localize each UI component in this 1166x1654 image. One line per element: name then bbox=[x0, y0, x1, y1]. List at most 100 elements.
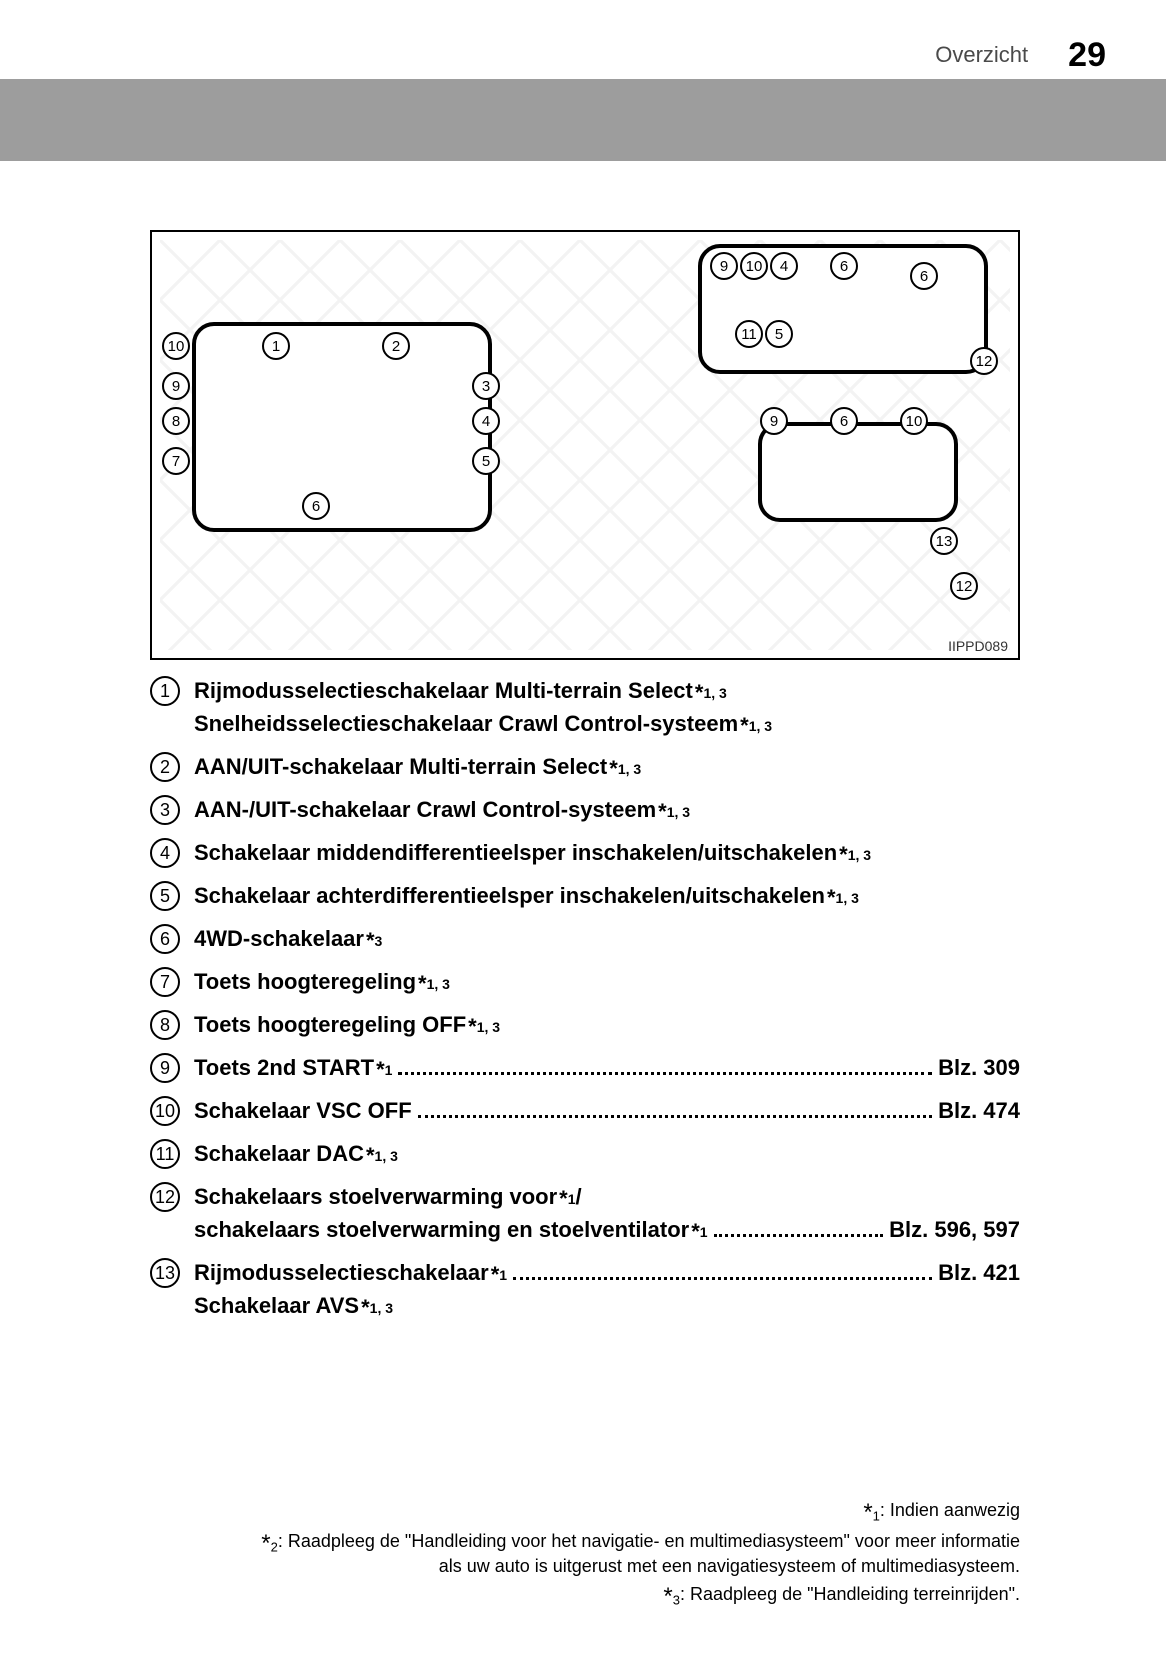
diagram-panel-left bbox=[192, 322, 492, 532]
diagram-callout: 3 bbox=[472, 372, 500, 400]
legend-line-label: Schakelaar DAC bbox=[194, 1137, 364, 1170]
diagram-callout: 1 bbox=[262, 332, 290, 360]
legend-item-body: AAN-/UIT-schakelaar Crawl Control-systee… bbox=[194, 793, 1020, 826]
legend-item: 13 Rijmodusselectieschakelaar*1Blz. 421Sc… bbox=[150, 1256, 1020, 1322]
legend-line: Toets hoogteregeling*1, 3 bbox=[194, 965, 1020, 998]
legend-item: 3 AAN-/UIT-schakelaar Crawl Control-syste… bbox=[150, 793, 1020, 826]
diagram-callout: 10 bbox=[162, 332, 190, 360]
legend-item: 11Schakelaar DAC*1, 3 bbox=[150, 1137, 1020, 1170]
legend-item-body: Schakelaar VSC OFF Blz. 474 bbox=[194, 1094, 1020, 1127]
diagram-panel-right-bottom bbox=[758, 422, 958, 522]
page-reference: Blz. 474 bbox=[938, 1094, 1020, 1127]
legend-item-number: 4 bbox=[150, 838, 180, 868]
legend-line-label: Toets hoogteregeling OFF bbox=[194, 1008, 466, 1041]
legend-line-label: Schakelaar VSC OFF bbox=[194, 1094, 412, 1127]
legend-item: 7Toets hoogteregeling*1, 3 bbox=[150, 965, 1020, 998]
legend-item-number: 10 bbox=[150, 1096, 180, 1126]
legend-line: schakelaars stoelverwarming en stoelvent… bbox=[194, 1213, 1020, 1246]
legend-line-label: AAN/UIT-schakelaar Multi-terrain Select bbox=[194, 750, 607, 783]
page-content: 10 1 2 9 3 8 4 7 5 6 9 10 4 6 6 11 5 12 … bbox=[150, 230, 1020, 1326]
legend-line-label: 4WD-schakelaar bbox=[194, 922, 364, 955]
superscript-note: *1, 3 bbox=[418, 965, 450, 998]
diagram-callout: 12 bbox=[970, 347, 998, 375]
legend-item: 9 Toets 2nd START*1Blz. 309 bbox=[150, 1051, 1020, 1084]
legend-item-body: Schakelaar middendifferentieelsper insch… bbox=[194, 836, 1020, 869]
diagram-callout: 4 bbox=[472, 407, 500, 435]
legend-line-label: Schakelaar middendifferentieelsper insch… bbox=[194, 836, 837, 869]
page-header: Overzicht 29 bbox=[0, 23, 1166, 75]
legend-line-label: Schakelaar AVS bbox=[194, 1289, 359, 1322]
legend-item-number: 1 bbox=[150, 676, 180, 706]
legend-line: Schakelaar DAC*1, 3 bbox=[194, 1137, 1020, 1170]
legend-item-body: Schakelaar DAC*1, 3 bbox=[194, 1137, 1020, 1170]
legend-line-label: schakelaars stoelverwarming en stoelvent… bbox=[194, 1213, 689, 1246]
superscript-note: *1 bbox=[491, 1256, 507, 1289]
legend-list: 1 Rijmodusselectieschakelaar Multi-terrai… bbox=[150, 674, 1020, 1322]
page-reference: Blz. 596, 597 bbox=[889, 1213, 1020, 1246]
legend-item-body: Toets 2nd START*1Blz. 309 bbox=[194, 1051, 1020, 1084]
legend-item-body: Toets hoogteregeling OFF*1, 3 bbox=[194, 1008, 1020, 1041]
superscript-note: *1, 3 bbox=[827, 879, 859, 912]
legend-item: 5Schakelaar achterdifferentieelsper insc… bbox=[150, 879, 1020, 912]
dashboard-diagram: 10 1 2 9 3 8 4 7 5 6 9 10 4 6 6 11 5 12 … bbox=[150, 230, 1020, 660]
legend-item-body: AAN/UIT-schakelaar Multi-terrain Select*… bbox=[194, 750, 1020, 783]
superscript-note: *1, 3 bbox=[609, 750, 641, 783]
legend-item-number: 13 bbox=[150, 1258, 180, 1288]
legend-item-number: 2 bbox=[150, 752, 180, 782]
legend-line-label: Rijmodusselectieschakelaar Multi-terrain… bbox=[194, 674, 693, 707]
legend-item-body: Rijmodusselectieschakelaar Multi-terrain… bbox=[194, 674, 1020, 740]
diagram-callout: 8 bbox=[162, 407, 190, 435]
legend-line: Rijmodusselectieschakelaar*1Blz. 421 bbox=[194, 1256, 1020, 1289]
page-reference: Blz. 309 bbox=[938, 1051, 1020, 1084]
diagram-callout: 6 bbox=[910, 262, 938, 290]
diagram-callout: 6 bbox=[830, 252, 858, 280]
legend-item: 2 AAN/UIT-schakelaar Multi-terrain Select… bbox=[150, 750, 1020, 783]
legend-line-label: Toets hoogteregeling bbox=[194, 965, 416, 998]
superscript-note: *1 bbox=[559, 1180, 575, 1213]
diagram-callout: 9 bbox=[162, 372, 190, 400]
superscript-note: *1, 3 bbox=[366, 1137, 398, 1170]
leader-dots bbox=[714, 1217, 884, 1237]
superscript-note: *1 bbox=[691, 1213, 707, 1246]
footnote-3: *3: Raadpleeg de "Handleiding terreinrij… bbox=[150, 1579, 1020, 1608]
superscript-note: *3 bbox=[366, 922, 382, 955]
legend-line: 4WD-schakelaar*3 bbox=[194, 922, 1020, 955]
diagram-callout: 13 bbox=[930, 527, 958, 555]
superscript-note: *1, 3 bbox=[468, 1008, 500, 1041]
legend-line: Schakelaar achterdifferentieelsper insch… bbox=[194, 879, 1020, 912]
legend-line: Schakelaar VSC OFF Blz. 474 bbox=[194, 1094, 1020, 1127]
legend-line-label: Rijmodusselectieschakelaar bbox=[194, 1256, 489, 1289]
legend-line: Snelheidsselectieschakelaar Crawl Contro… bbox=[194, 707, 1020, 740]
footnote-1: *1: Indien aanwezig bbox=[150, 1495, 1020, 1524]
legend-item: 8 Toets hoogteregeling OFF*1, 3 bbox=[150, 1008, 1020, 1041]
diagram-callout: 5 bbox=[765, 320, 793, 348]
legend-line: Schakelaars stoelverwarming voor*1/ bbox=[194, 1180, 1020, 1213]
superscript-note: *1, 3 bbox=[361, 1289, 393, 1322]
legend-item-body: 4WD-schakelaar*3 bbox=[194, 922, 1020, 955]
superscript-note: *1, 3 bbox=[695, 674, 727, 707]
diagram-callout: 2 bbox=[382, 332, 410, 360]
superscript-note: *1, 3 bbox=[658, 793, 690, 826]
legend-item-number: 6 bbox=[150, 924, 180, 954]
legend-item-body: Schakelaars stoelverwarming voor*1/schak… bbox=[194, 1180, 1020, 1246]
legend-item-body: Toets hoogteregeling*1, 3 bbox=[194, 965, 1020, 998]
diagram-code: IIPPD089 bbox=[948, 638, 1008, 654]
legend-item-number: 8 bbox=[150, 1010, 180, 1040]
legend-item: 6 4WD-schakelaar*3 bbox=[150, 922, 1020, 955]
diagram-callout: 10 bbox=[740, 252, 768, 280]
leader-dots bbox=[418, 1098, 932, 1118]
header-band bbox=[0, 79, 1166, 161]
legend-item-number: 9 bbox=[150, 1053, 180, 1083]
legend-line-label: Snelheidsselectieschakelaar Crawl Contro… bbox=[194, 707, 738, 740]
legend-line: Toets hoogteregeling OFF*1, 3 bbox=[194, 1008, 1020, 1041]
legend-item: 1 Rijmodusselectieschakelaar Multi-terrai… bbox=[150, 674, 1020, 740]
diagram-callout: 4 bbox=[770, 252, 798, 280]
legend-item-number: 3 bbox=[150, 795, 180, 825]
legend-line: AAN-/UIT-schakelaar Crawl Control-systee… bbox=[194, 793, 1020, 826]
footnote-2a: *2: Raadpleeg de "Handleiding voor het n… bbox=[150, 1526, 1020, 1555]
page-number: 29 bbox=[1068, 36, 1106, 75]
diagram-callout: 12 bbox=[950, 572, 978, 600]
legend-item: 4 Schakelaar middendifferentieelsper insc… bbox=[150, 836, 1020, 869]
diagram-callout: 10 bbox=[900, 407, 928, 435]
legend-line: Toets 2nd START*1Blz. 309 bbox=[194, 1051, 1020, 1084]
